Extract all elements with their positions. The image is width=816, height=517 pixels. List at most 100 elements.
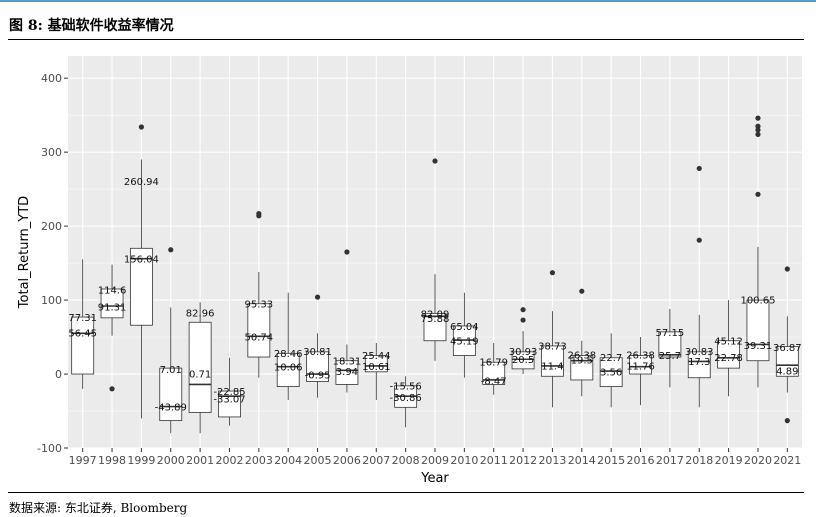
data-label: 45.19 (450, 337, 479, 348)
box-2018 (687, 165, 711, 408)
box-2011 (482, 342, 506, 395)
data-label: 4.89 (776, 366, 798, 377)
outlier-point (755, 131, 761, 137)
outlier-point (520, 307, 526, 313)
data-label: 30.81 (303, 347, 332, 358)
outlier-point (755, 123, 761, 129)
box-2005 (306, 294, 329, 398)
data-label: 25.44 (362, 351, 391, 362)
box-body (100, 288, 124, 319)
data-label: 10.61 (362, 362, 391, 373)
x-tick-label: 2009 (421, 454, 449, 467)
data-label: 17.3 (688, 357, 710, 368)
box-body (570, 355, 594, 381)
box-2006 (335, 249, 359, 393)
title-rule (8, 39, 804, 40)
boxplot-chart: 77.31 56.45 114.6 91.31 260.94 156.04 7.01 -43.… (17, 56, 802, 486)
y-tick-label: 400 (41, 72, 62, 85)
x-tick-label: 1997 (69, 454, 97, 467)
data-label: 26.38 (626, 351, 655, 362)
data-label: -30.86 (390, 393, 422, 404)
data-label: 3.56 (600, 367, 622, 378)
box-body (687, 351, 711, 379)
x-tick-label: 2013 (538, 454, 566, 467)
x-tick-label: 2004 (274, 454, 302, 467)
y-axis-title: Total_Return_YTD (17, 196, 32, 309)
box-body (746, 299, 770, 362)
y-tick-label: 200 (41, 220, 62, 233)
data-label: 77.31 (68, 313, 97, 324)
data-label: 30.93 (509, 347, 538, 358)
box-body (423, 312, 447, 342)
outlier-point (696, 237, 702, 243)
data-label: 82.09 (421, 309, 450, 320)
x-tick-label: 2000 (157, 454, 185, 467)
box-2010 (452, 292, 476, 378)
y-tick-label: 100 (41, 294, 62, 307)
data-label: 28.46 (274, 349, 303, 360)
data-label: 114.6 (98, 285, 127, 296)
outlier-point (256, 210, 262, 217)
data-label: -33.07 (213, 394, 245, 405)
data-label: 19.5 (571, 356, 593, 367)
x-tick-label: 2018 (685, 454, 713, 467)
outlier-point (579, 288, 585, 294)
box-body (541, 345, 564, 377)
x-tick-label: 2019 (715, 454, 743, 467)
data-label: 3.94 (336, 367, 358, 378)
source-note: 数据来源: 东北证券, Bloomberg (9, 501, 188, 515)
data-label: 30.83 (685, 347, 714, 358)
x-tick-label: 1998 (98, 454, 126, 467)
data-label: 36.87 (773, 343, 802, 354)
x-tick-label: 2011 (480, 454, 508, 467)
data-label: 50.74 (245, 333, 274, 344)
y-tick-label: 300 (41, 146, 62, 159)
box-body (159, 367, 183, 422)
box-body (629, 355, 652, 375)
box-body (775, 346, 799, 377)
data-label: 95.33 (245, 300, 274, 311)
x-tick-label: 1999 (127, 454, 155, 467)
x-tick-label: 2003 (245, 454, 273, 467)
box-body (364, 355, 388, 373)
data-label: 10.06 (274, 363, 303, 374)
data-label: 156.04 (124, 255, 159, 266)
x-tick-label: 2020 (744, 454, 772, 467)
box-body (129, 247, 153, 326)
box-body (276, 352, 300, 388)
outlier-point (344, 249, 350, 255)
x-tick-label: 2001 (186, 454, 214, 467)
data-label: 26.38 (567, 351, 596, 362)
data-label: 11.76 (626, 361, 655, 372)
data-label: 0.71 (189, 370, 211, 381)
data-label: 65.04 (450, 322, 479, 333)
data-label: 11.4 (541, 362, 563, 373)
data-label: -0.95 (305, 371, 331, 382)
data-label: -43.89 (155, 402, 187, 413)
x-tick-label: 2015 (597, 454, 625, 467)
outlier-point (784, 266, 790, 272)
x-tick-label: 2014 (568, 454, 596, 467)
data-label: 22.78 (714, 353, 743, 364)
boxes (71, 115, 799, 434)
box-body (218, 390, 241, 418)
box-2017 (658, 308, 682, 388)
box-body (335, 360, 359, 385)
box-body (658, 331, 682, 358)
x-tick-label: 2021 (773, 454, 801, 467)
box-2003 (247, 210, 271, 378)
box-2004 (276, 292, 300, 400)
box-body (599, 357, 623, 388)
data-label: -22.85 (213, 387, 245, 398)
data-label: 75.88 (421, 314, 450, 325)
outlier-point (138, 124, 144, 130)
data-label: 57.15 (656, 328, 685, 339)
box-2013 (541, 270, 564, 408)
top-accent-rule (0, 0, 816, 2)
data-label: 91.31 (98, 303, 127, 314)
box-body (188, 321, 212, 413)
box-2008 (394, 376, 418, 428)
box-2002 (218, 357, 241, 426)
box-1997 (71, 259, 95, 389)
